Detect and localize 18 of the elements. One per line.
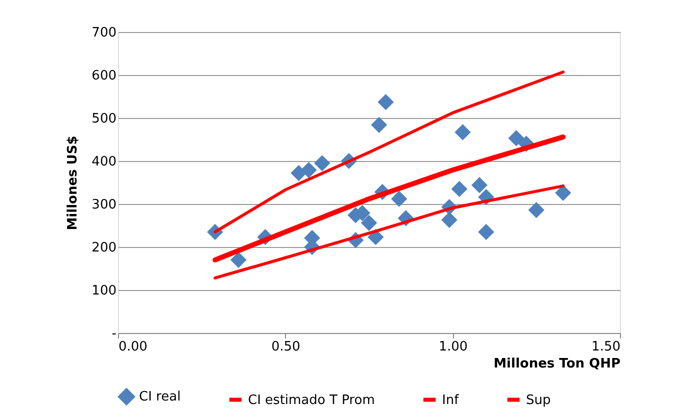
x-axis-title: Millones Ton QHP: [494, 356, 620, 372]
y-tick-label: 400: [92, 154, 116, 170]
legend-label: CI real: [139, 390, 181, 405]
x-tick-label: 1.50: [592, 340, 620, 354]
y-tick-label: 500: [92, 112, 116, 126]
y-tick-label: 300: [92, 198, 116, 212]
legend-label: CI estimado T Prom: [248, 392, 375, 408]
y-tick-label: 600: [92, 68, 116, 84]
x-tick-label: 0.00: [118, 340, 148, 354]
y-tick-label: 200: [92, 240, 116, 256]
y-tick-label: -: [112, 326, 117, 342]
legend-label: Sup: [526, 392, 551, 408]
y-tick-label: 100: [92, 284, 116, 298]
x-tick-label: 0.50: [271, 340, 300, 354]
y-axis-title: Millones US$: [66, 136, 81, 230]
legend-label: Inf: [442, 392, 460, 408]
x-tick-label: 1.00: [438, 340, 468, 354]
y-tick-label: 700: [92, 26, 116, 40]
